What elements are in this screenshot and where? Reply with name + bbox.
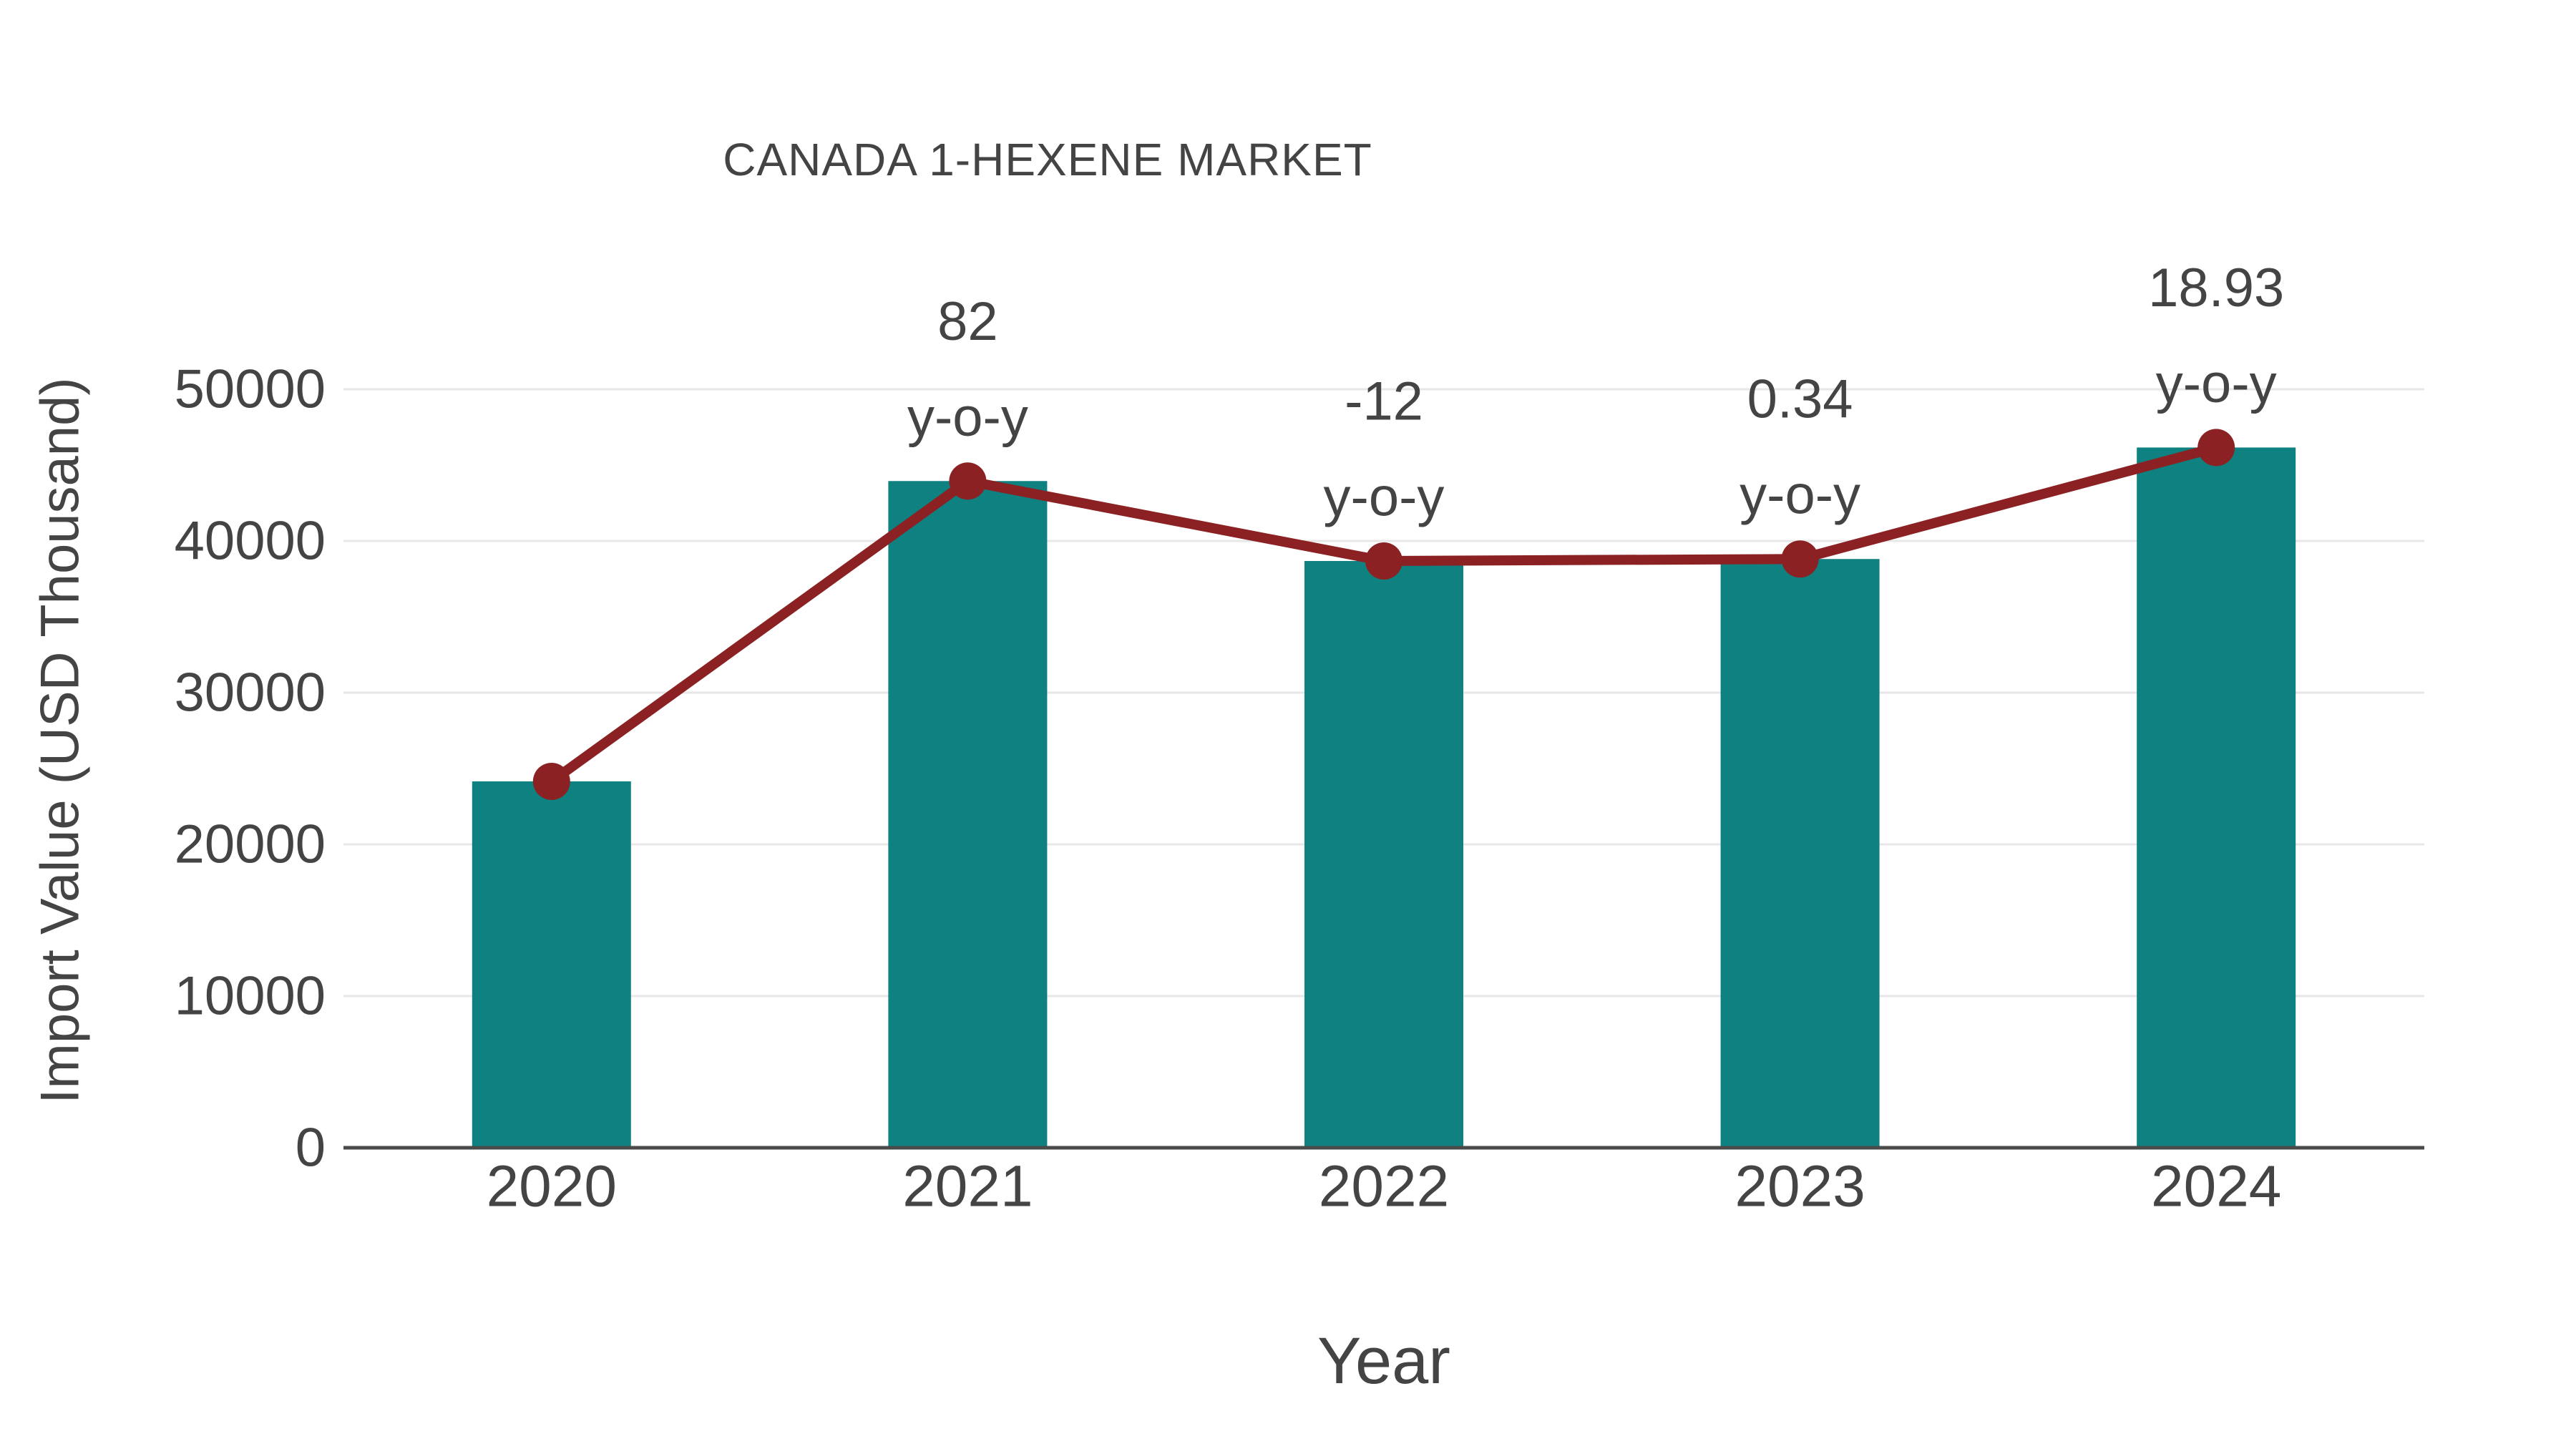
marker-2020	[532, 763, 570, 801]
annotation-2022-label: y-o-y	[1324, 467, 1445, 527]
bar-2020	[472, 781, 631, 1148]
bar-2024	[2137, 447, 2296, 1148]
y-tick-label-0: 0	[296, 1118, 326, 1179]
annotation-2021-label: y-o-y	[907, 387, 1028, 448]
y-tick-label-20000: 20000	[175, 814, 326, 875]
bar-2021	[888, 481, 1048, 1148]
marker-2022	[1365, 542, 1402, 580]
annotation-2024-value: 18.93	[2148, 258, 2284, 318]
x-tick-label-2024: 2024	[2151, 1154, 2281, 1219]
marker-2021	[949, 462, 987, 500]
marker-2024	[2197, 429, 2235, 467]
annotation-2023-label: y-o-y	[1740, 465, 1860, 526]
bar-2022	[1304, 560, 1463, 1148]
annotation-2022-value: -12	[1345, 371, 1423, 431]
annotation-2021-value: 82	[937, 291, 998, 352]
y-tick-label-30000: 30000	[175, 663, 326, 723]
x-tick-label-2021: 2021	[902, 1154, 1033, 1219]
marker-2023	[1781, 540, 1819, 578]
x-tick-label-2022: 2022	[1319, 1154, 1449, 1219]
x-axis-title: Year	[1317, 1324, 1450, 1397]
bar-2023	[1720, 559, 1880, 1148]
x-tick-label-2023: 2023	[1735, 1154, 1865, 1219]
chart-title: CANADA 1-HEXENE MARKET	[723, 134, 1372, 185]
annotation-2023-value: 0.34	[1747, 369, 1853, 430]
y-tick-label-10000: 10000	[175, 966, 326, 1027]
y-tick-label-50000: 50000	[175, 359, 326, 420]
y-tick-label-40000: 40000	[175, 511, 326, 572]
annotation-2024-label: y-o-y	[2156, 353, 2277, 414]
x-tick-label-2020: 2020	[487, 1154, 617, 1219]
